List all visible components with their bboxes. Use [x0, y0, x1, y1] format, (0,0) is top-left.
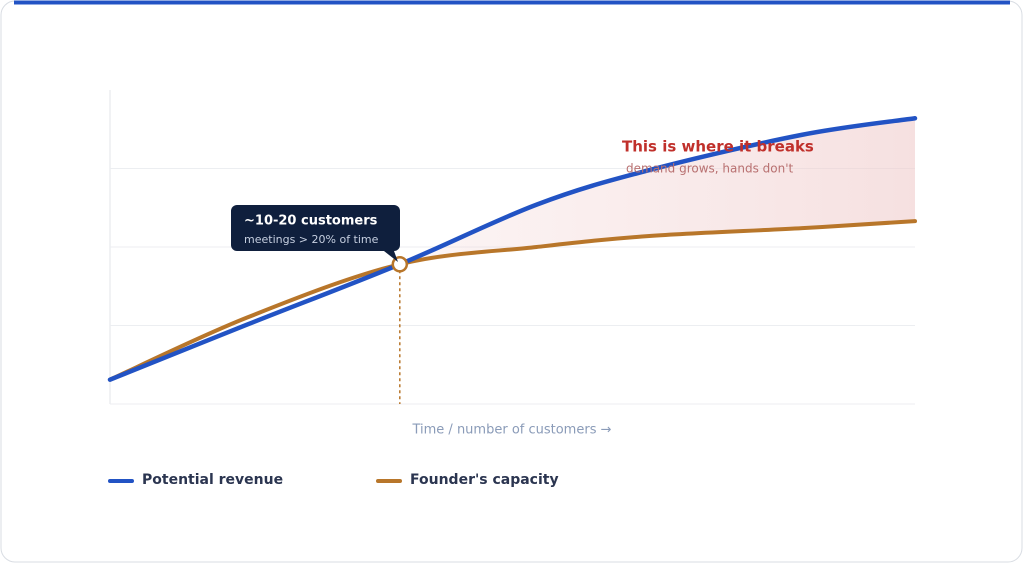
callout-subtitle: meetings > 20% of time [244, 233, 379, 246]
threshold-marker [391, 256, 409, 273]
annotation-title: This is where it breaks [622, 138, 814, 156]
series-line [108, 219, 917, 382]
callout-box [231, 205, 400, 251]
series-line [107, 116, 918, 382]
callout-title: ~10-20 customers [244, 214, 378, 229]
legend-label: Potential revenue [142, 472, 283, 488]
gap-area [399, 118, 915, 320]
callout: ~10-20 customers meetings > 20% of time [231, 205, 400, 262]
callout-pointer [384, 251, 398, 262]
x-axis-label: Time / number of customers → [411, 423, 611, 438]
legend-label: Founder's capacity [410, 472, 559, 488]
annotation-subtitle: demand grows, hands don't [626, 162, 794, 176]
